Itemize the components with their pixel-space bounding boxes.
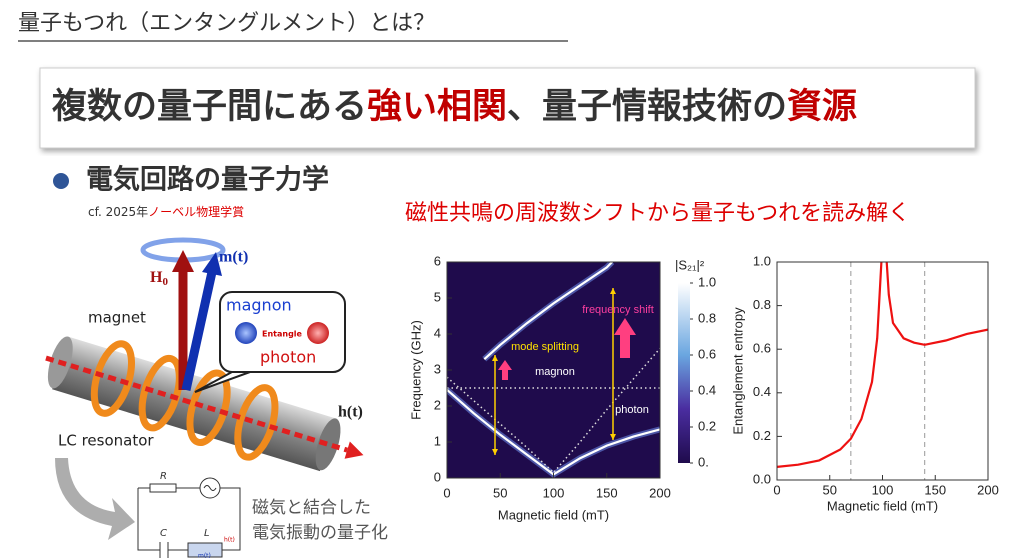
colorbar-label: |S₂₁|² [675, 257, 705, 272]
h0-main: H [150, 269, 163, 286]
banner-part: 資源 [787, 87, 857, 127]
x-tick-label: 150 [924, 482, 946, 497]
h0-label: H0 [150, 269, 168, 288]
photon-label: photon [260, 348, 316, 367]
magnon-label: magnon [226, 296, 292, 315]
annotation: mode splitting [511, 341, 579, 353]
m-label: m(t) [219, 249, 248, 266]
y-tick-label: 0.0 [753, 471, 771, 486]
line [777, 262, 988, 468]
y-axis-label: Entanglement entropy [730, 307, 745, 435]
x-tick-label: 150 [596, 485, 618, 500]
colorbar-tick-label: 0.8 [698, 310, 716, 325]
m-arrow [181, 271, 217, 391]
colorbar [678, 283, 690, 463]
colorbar-tick-label: 1.0 [698, 274, 716, 289]
banner-part: 、量子情報技術の [507, 87, 787, 127]
subtitle: 磁性共鳴の周波数シフトから量子もつれを読み解く [405, 201, 910, 226]
x-axis-label: Magnetic field (mT) [498, 507, 609, 522]
y-tick-label: 1.0 [753, 253, 771, 268]
line [447, 347, 660, 474]
y-tick-label: 2 [434, 397, 441, 412]
h-label: h(t) [338, 404, 363, 421]
annotation: magnon [535, 366, 575, 378]
caption-line: 磁気と結合した [252, 498, 371, 518]
y-tick-label: 0.8 [753, 297, 771, 312]
curved-arrow [55, 458, 135, 540]
circuit-h-label: h(t) [224, 537, 235, 544]
circuit [137, 477, 241, 558]
arrow-head [492, 355, 498, 361]
magnon-ball [235, 322, 257, 344]
x-tick-label: 50 [493, 485, 507, 500]
colorbar-tick-label: 0. [698, 454, 709, 469]
y-axis-label: Frequency (GHz) [408, 320, 423, 420]
y-tick-label: 4 [434, 325, 441, 340]
photon-ball [307, 322, 329, 344]
banner-part: 強い相関 [367, 87, 507, 127]
note-highlight: ノーベル物理学賞 [148, 204, 244, 219]
colorbar-tick-label: 0.4 [698, 382, 716, 397]
annotation: frequency shift [582, 304, 654, 316]
banner-part: 複数の量子間にある [52, 87, 367, 127]
note-prefix: cf. 2025年 [88, 205, 148, 219]
y-tick-label: 3 [434, 361, 441, 376]
y-tick-label: 0 [434, 469, 441, 484]
bubble-pointer [194, 371, 251, 393]
arrow-head [344, 441, 364, 459]
circuit-m-label: m(t) [198, 553, 211, 560]
x-axis-label: Magnetic field (mT) [827, 498, 938, 513]
x-tick-label: 50 [823, 482, 837, 497]
magnet-label: magnet [88, 309, 146, 327]
plot-frame [776, 261, 989, 481]
arrow-head [492, 449, 498, 455]
arrow-head [202, 252, 222, 276]
x-tick-label: 0 [443, 485, 450, 500]
y-tick-label: 1 [434, 433, 441, 448]
shift-arrow [614, 318, 636, 358]
shift-arrow [498, 360, 512, 380]
resonator-label: LC resonator [58, 432, 154, 450]
line [483, 262, 613, 361]
colorbar-tick-label: 0.6 [698, 346, 716, 361]
bubble [219, 291, 346, 373]
page-title: 量子もつれ（エンタングルメント）とは？ [18, 11, 435, 36]
h-field-arrow [45, 355, 348, 453]
y-tick-label: 0.2 [753, 428, 771, 443]
y-tick-label: 5 [434, 289, 441, 304]
caption-line: 電気振動の量子化 [252, 523, 388, 543]
x-tick-label: 200 [649, 485, 671, 500]
circuit-label: L [204, 528, 210, 539]
y-tick-label: 6 [434, 253, 441, 268]
circuit-label: C [160, 528, 167, 539]
x-tick-label: 100 [872, 482, 894, 497]
entangle-label: Entangle [262, 330, 303, 339]
x-tick-label: 100 [543, 485, 565, 500]
magnet-end [315, 418, 341, 471]
banner-box [39, 67, 976, 149]
illustration: H0 m(t) magnon Entangle photon magnet LC… [45, 237, 364, 472]
y-tick-label: 0.6 [753, 341, 771, 356]
arrow-head [610, 434, 616, 440]
banner-text: 複数の量子間にある強い相関、量子情報技術の資源 [52, 87, 857, 127]
x-tick-label: 0 [773, 482, 780, 497]
colorbar-tick-label: 0.2 [698, 418, 716, 433]
circuit-label: R [160, 471, 167, 482]
arrow-head [610, 288, 616, 294]
h0-sub: 0 [162, 276, 168, 288]
y-tick-label: 0.4 [753, 384, 771, 399]
bullet-dot [53, 173, 69, 189]
note: cf. 2025年ノーベル物理学賞 [88, 204, 244, 219]
annotation: photon [615, 404, 649, 416]
bullet-text: 電気回路の量子力学 [86, 164, 329, 196]
arrow-head [172, 250, 194, 272]
x-tick-label: 200 [977, 482, 999, 497]
